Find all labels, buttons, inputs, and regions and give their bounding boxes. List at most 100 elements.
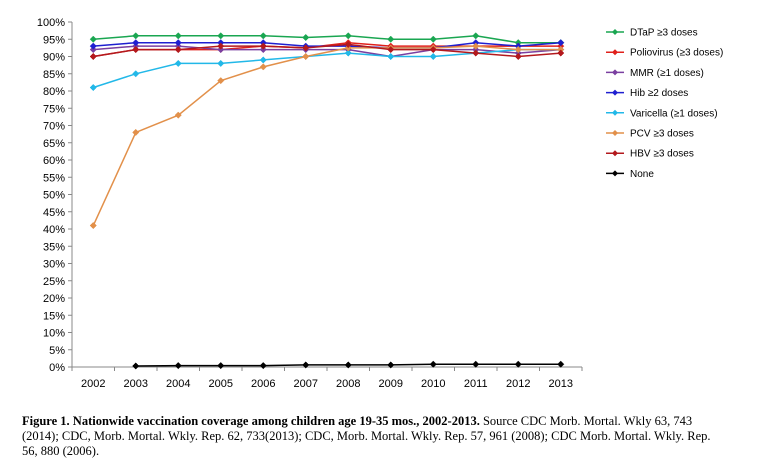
data-point xyxy=(89,35,97,43)
y-tick-label: 55% xyxy=(43,172,65,184)
chart-area: 0% 5% 10% 15% 20% 25% 30% 35% 40% 45% 50% 55% 60% 65%… xyxy=(37,17,723,390)
y-tick-label: 65% xyxy=(43,138,65,150)
legend-swatch-marker xyxy=(612,109,618,116)
chart-svg: 0% 5% 10% 15% 20% 25% 30% 35% 40% 45% 50% 55% 60% 65%… xyxy=(37,17,723,390)
legend-label: MMR (≥1 doses) xyxy=(630,68,704,79)
data-point xyxy=(344,49,352,57)
data-point xyxy=(472,360,480,368)
y-tick-label: 10% xyxy=(43,328,65,340)
series-line xyxy=(93,43,561,58)
data-point xyxy=(89,42,97,50)
y-tick-label: 5% xyxy=(49,345,65,357)
series-line xyxy=(92,45,561,226)
data-point xyxy=(132,70,140,78)
y-tick-label: 50% xyxy=(43,190,65,202)
y-tick-label: 80% xyxy=(43,86,65,98)
series-line xyxy=(93,48,561,89)
y-tick-label: 40% xyxy=(43,224,65,236)
caption-source: Source CDC Morb. Mortal. Wkly 63, 743 (2… xyxy=(22,414,711,458)
data-point xyxy=(344,361,352,369)
data-point xyxy=(174,46,182,54)
y-tick-label: 85% xyxy=(43,69,65,81)
series-line xyxy=(93,45,561,58)
data-point xyxy=(387,52,395,61)
y-tick-label: 95% xyxy=(43,34,65,46)
legend-label: Varicella (≥1 doses) xyxy=(630,108,718,119)
x-tick-label: 2006 xyxy=(251,378,275,390)
x-tick-label: 2003 xyxy=(124,378,148,390)
data-point xyxy=(217,362,225,370)
data-point xyxy=(259,362,267,370)
data-point xyxy=(514,52,522,61)
y-tick-labels: 0% 5% 10% 15% 20% 25% 30% 35% 40% 45% 50% 55% 60% 65%… xyxy=(37,17,65,374)
data-point xyxy=(132,362,140,370)
legend: DTaP ≥3 doses Poliovirus (≥3 doses) MMR (≥… xyxy=(606,28,723,180)
data-point xyxy=(302,33,310,42)
data-point xyxy=(259,32,267,40)
data-point xyxy=(132,128,140,136)
data-point xyxy=(514,46,522,54)
y-tick-label: 15% xyxy=(43,310,65,322)
data-point xyxy=(387,361,395,369)
data-point xyxy=(344,32,352,40)
y-tick-label: 60% xyxy=(43,155,65,167)
data-point xyxy=(174,111,182,119)
x-tick-label: 2012 xyxy=(506,378,530,390)
data-point xyxy=(514,360,522,368)
y-tick-label: 70% xyxy=(43,121,65,133)
y-tick-label: 90% xyxy=(43,52,65,64)
series-6 xyxy=(89,40,565,61)
data-point xyxy=(89,221,97,230)
data-point xyxy=(217,59,225,67)
data-point xyxy=(132,32,140,40)
legend-label: HBV ≥3 doses xyxy=(630,149,694,160)
x-tick-label: 2004 xyxy=(166,378,190,390)
x-tick-label: 2011 xyxy=(464,378,488,390)
data-point xyxy=(302,44,310,52)
x-tick-label: 2013 xyxy=(549,378,573,390)
legend-swatch-marker xyxy=(612,29,618,35)
y-tick-label: 25% xyxy=(43,276,65,288)
data-point xyxy=(174,39,182,47)
x-tick-label: 2007 xyxy=(294,378,318,390)
data-point xyxy=(174,32,182,40)
y-tick-label: 0% xyxy=(49,362,65,374)
data-point xyxy=(387,46,395,54)
data-point xyxy=(217,77,225,85)
data-point xyxy=(472,32,480,40)
series-lines xyxy=(89,32,565,370)
data-point xyxy=(472,42,480,50)
legend-swatch-marker xyxy=(612,170,618,177)
data-point xyxy=(89,52,97,61)
data-point xyxy=(174,362,182,370)
data-point xyxy=(132,46,140,54)
data-point xyxy=(217,42,225,50)
data-point xyxy=(259,42,267,50)
data-point xyxy=(557,360,565,368)
x-tick-label: 2009 xyxy=(379,378,403,390)
x-tick-labels: 2002 2003 2004 2005 2006 2007 2008 2009 2010 2011… xyxy=(81,378,573,390)
y-tick-label: 35% xyxy=(43,241,65,253)
data-point xyxy=(302,52,310,61)
data-point xyxy=(557,49,565,57)
y-tick-label: 45% xyxy=(43,207,65,219)
data-point xyxy=(89,83,97,92)
axes xyxy=(68,21,583,371)
data-point xyxy=(387,35,395,43)
series-5 xyxy=(89,42,565,230)
data-point xyxy=(217,32,225,40)
y-tick-label: 100% xyxy=(37,17,65,29)
data-point xyxy=(132,39,140,47)
y-tick-label: 75% xyxy=(43,103,65,115)
y-tick-label: 20% xyxy=(43,293,65,305)
data-point xyxy=(472,49,480,57)
series-line xyxy=(93,35,561,44)
y-tick-label: 30% xyxy=(43,259,65,271)
legend-label: Poliovirus (≥3 doses) xyxy=(630,48,723,59)
legend-label: None xyxy=(630,169,654,180)
data-point xyxy=(429,52,437,61)
legend-swatch-marker xyxy=(612,69,618,76)
data-point xyxy=(302,361,310,369)
data-point xyxy=(259,63,267,71)
caption-title: Figure 1. Nationwide vaccination coverag… xyxy=(22,414,480,428)
